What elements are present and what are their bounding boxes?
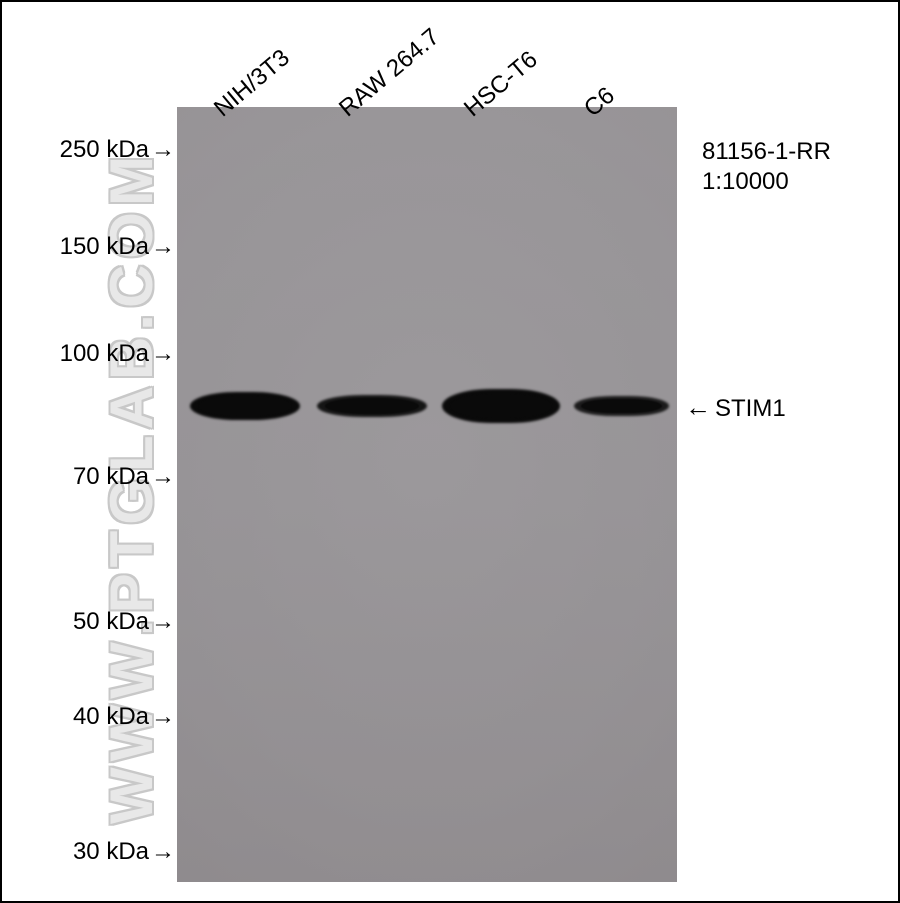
mw-marker-label: 40 kDa bbox=[73, 703, 149, 730]
right-arrow-icon: → bbox=[149, 340, 175, 367]
mw-marker: 70 kDa→ bbox=[32, 463, 175, 491]
mw-marker: 150 kDa→ bbox=[32, 233, 175, 261]
protein-band-core bbox=[450, 394, 551, 418]
right-arrow-icon: → bbox=[149, 233, 175, 260]
figure-container: WWW.PTGLAB.COM NIH/3T3RAW 264.7HSC-T6C6 … bbox=[0, 0, 900, 903]
right-arrow-icon: → bbox=[149, 703, 175, 730]
protein-band-core bbox=[581, 399, 663, 413]
mw-marker-label: 30 kDa bbox=[73, 838, 149, 865]
protein-band-core bbox=[198, 396, 293, 416]
mw-marker: 50 kDa→ bbox=[32, 608, 175, 636]
mw-marker-label: 100 kDa bbox=[60, 340, 149, 367]
right-arrow-icon: → bbox=[149, 608, 175, 635]
antibody-dilution: 1:10000 bbox=[702, 167, 831, 197]
antibody-info: 81156-1-RR 1:10000 bbox=[702, 137, 831, 197]
mw-marker-label: 150 kDa bbox=[60, 233, 149, 260]
right-arrow-icon: → bbox=[149, 838, 175, 865]
western-blot bbox=[177, 107, 677, 882]
mw-marker-label: 70 kDa bbox=[73, 463, 149, 490]
protein-band-core bbox=[325, 398, 420, 413]
mw-marker: 40 kDa→ bbox=[32, 703, 175, 731]
mw-marker: 30 kDa→ bbox=[32, 838, 175, 866]
left-arrow-icon: ← bbox=[685, 392, 715, 422]
mw-marker-label: 50 kDa bbox=[73, 608, 149, 635]
antibody-catalog: 81156-1-RR bbox=[702, 137, 831, 167]
mw-marker: 250 kDa→ bbox=[32, 136, 175, 164]
protein-label: ←STIM1 bbox=[685, 392, 786, 423]
mw-marker: 100 kDa→ bbox=[32, 340, 175, 368]
right-arrow-icon: → bbox=[149, 463, 175, 490]
protein-name: STIM1 bbox=[715, 395, 786, 422]
right-arrow-icon: → bbox=[149, 136, 175, 163]
mw-marker-label: 250 kDa bbox=[60, 136, 149, 163]
